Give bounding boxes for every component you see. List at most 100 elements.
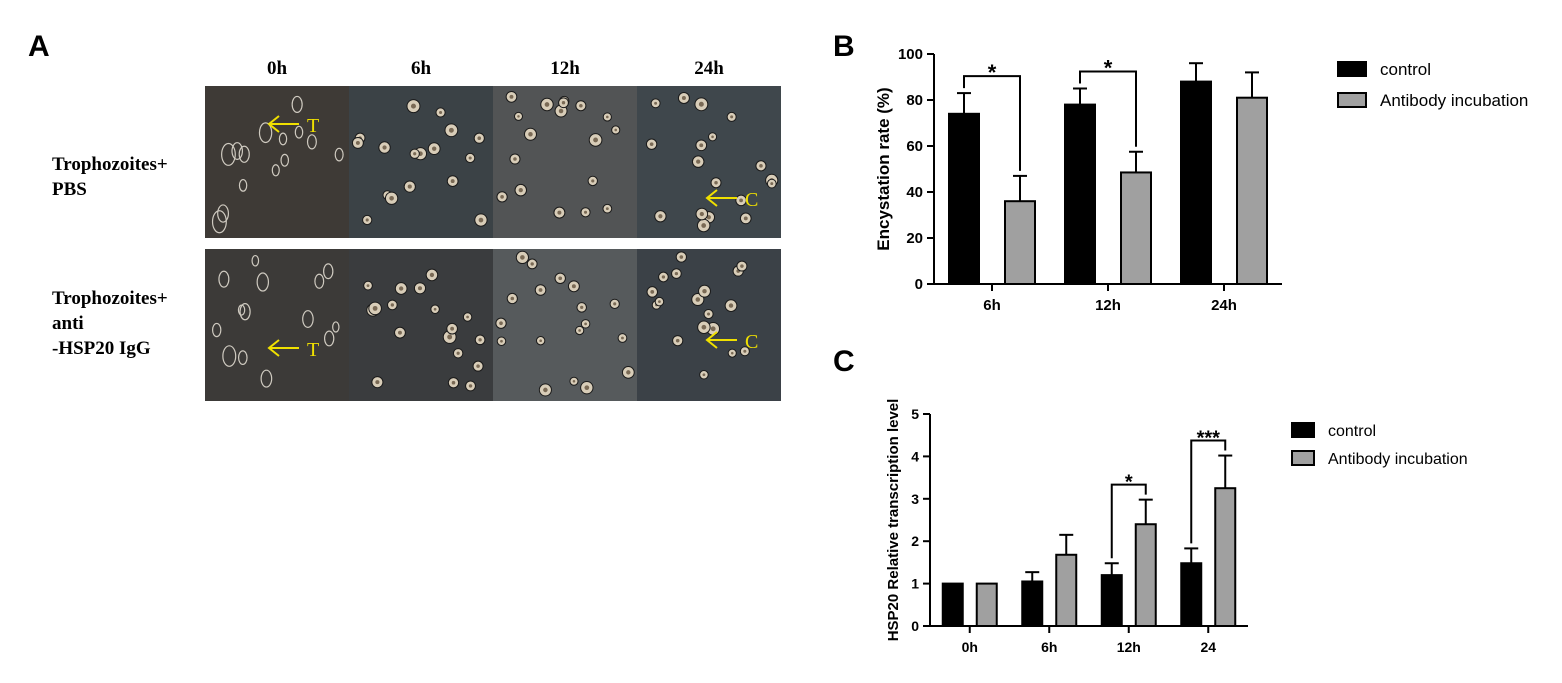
cyst-core [558, 108, 564, 114]
arrow-head [267, 339, 280, 357]
cyst-core [557, 210, 562, 215]
y-tick-label: 0 [911, 618, 919, 634]
panel-letter-c: C [833, 345, 855, 378]
cyst-core [578, 329, 581, 332]
cyst-core [365, 218, 369, 222]
cyst-core [613, 302, 617, 306]
cyst-core [699, 143, 704, 148]
cell [211, 210, 227, 234]
cyst-core [770, 182, 774, 186]
cyst-core [477, 136, 482, 140]
cyst-core [621, 336, 624, 340]
arrow-head [705, 189, 718, 207]
cell [324, 330, 335, 347]
cyst-core [584, 322, 587, 326]
cyst-core [740, 264, 744, 268]
x-tick-label: 24 [1200, 639, 1216, 655]
y-tick-label: 20 [906, 230, 923, 247]
cyst-core [476, 364, 480, 368]
cyst-core [580, 305, 584, 310]
cyst-core [730, 115, 734, 119]
cyst-core [728, 303, 734, 308]
significance-bracket [1079, 70, 1137, 147]
cyst-core [561, 101, 566, 105]
cyst-core [538, 288, 543, 292]
cell [231, 142, 244, 160]
time-label-12h: 12h [550, 58, 580, 79]
y-tick-label: 100 [898, 46, 923, 63]
cyst-core [743, 216, 748, 221]
cell [238, 178, 248, 192]
row-label-anti-hsp20: Trophozoites+ anti -HSP20 IgG [52, 288, 168, 359]
cyst-core [584, 385, 590, 391]
cell [237, 304, 246, 316]
y-tick-label: 5 [911, 406, 919, 422]
cyst-core [398, 286, 404, 291]
cell [280, 153, 290, 167]
cyst-core [714, 180, 718, 185]
bar [1055, 553, 1078, 628]
significance-label: * [1125, 472, 1133, 494]
cell [211, 322, 222, 338]
time-label-24h: 24h [694, 58, 724, 79]
x-tick-label: 24h [1211, 297, 1237, 314]
cyst-core [468, 384, 473, 388]
cyst-core [696, 159, 701, 164]
cyst-core [431, 146, 437, 151]
legend-label: Antibody incubation [1380, 91, 1528, 110]
cell [222, 345, 237, 367]
cyst-core [366, 284, 370, 288]
cyst-core [739, 198, 743, 203]
cyst-core [518, 188, 523, 193]
bar [1214, 487, 1237, 628]
cyst-core [698, 101, 704, 107]
bar [975, 582, 998, 627]
cyst-core [382, 145, 387, 150]
cyst-core [759, 164, 763, 168]
cell [302, 310, 314, 328]
cyst-core [572, 379, 576, 383]
cyst-core [456, 351, 460, 355]
cyst-core [413, 152, 417, 156]
cyst-core [509, 94, 514, 99]
x-tick-label: 6h [983, 297, 1001, 314]
y-tick-label: 2 [911, 533, 919, 549]
cell [221, 142, 236, 166]
cyst-core [730, 351, 734, 355]
row-label-pbs: Trophozoites+ PBS [52, 154, 168, 200]
legend-label: Antibody incubation [1328, 451, 1468, 468]
cyst-core [372, 305, 378, 311]
arrow-label: T [307, 339, 319, 361]
time-label-6h: 6h [410, 58, 432, 79]
cyst-core [558, 276, 563, 281]
cyst-core [571, 284, 576, 289]
cell [218, 270, 230, 288]
cyst-core [606, 115, 609, 119]
cyst-core [579, 103, 583, 108]
significance-label: * [1104, 56, 1113, 81]
cyst-core [674, 271, 679, 276]
cyst-core [658, 214, 663, 219]
cell [323, 263, 334, 280]
cyst-core [679, 255, 684, 259]
cyst-core [681, 96, 686, 101]
cyst-core [711, 135, 714, 139]
bar [948, 112, 980, 285]
cyst-core [543, 387, 548, 393]
cyst-core [654, 101, 658, 105]
legend-swatch [1291, 422, 1315, 438]
bar [1180, 80, 1212, 285]
y-tick-label: 1 [911, 576, 919, 592]
y-axis-label: HSP20 Relative transcription level [885, 399, 902, 642]
cell [217, 204, 230, 223]
cyst-core [701, 223, 707, 228]
cyst-core [397, 330, 402, 335]
cell [271, 164, 280, 177]
cyst-core [701, 324, 707, 330]
panel-letter-a: A [28, 30, 50, 63]
cyst-core [450, 326, 455, 331]
cell [334, 147, 344, 162]
cyst-core [707, 312, 711, 316]
